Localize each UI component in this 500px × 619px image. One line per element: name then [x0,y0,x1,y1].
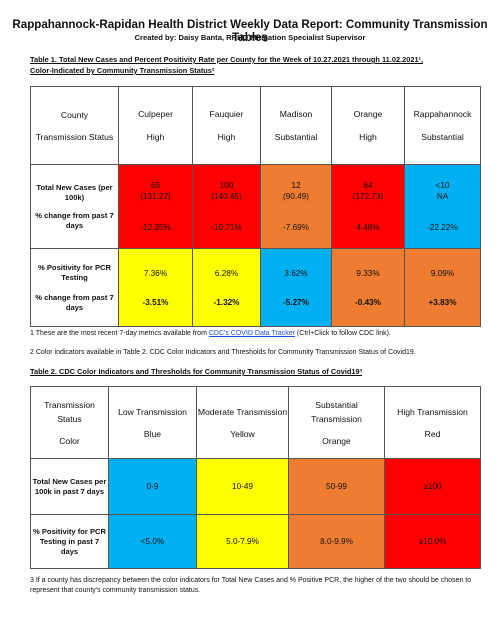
cdc-thresholds-table: Transmission Status Color Low Transmissi… [30,386,481,569]
cdc-data-tracker-link[interactable]: CDC's COVID Data Tracker [208,330,295,337]
pcr-cell-rappahannock: 9.09% +3.83% [404,248,481,327]
table2-header-label: Transmission Status Color [30,386,109,459]
cases-cell-fauquier: 100 (140.45) -10.71% [192,164,261,249]
county-header-culpeper: Culpeper High [118,86,193,165]
threshold-cases-high: ≥100 [384,458,481,515]
table1-header-label: County Transmission Status [30,86,119,165]
status-madison: Substantial [274,132,318,142]
footnote-3: 3 If a county has discrepancy between th… [30,577,472,594]
footnote-2: 2 Color indicators available in Table 2.… [30,349,416,356]
threshold-pcr-high: ≥10.0% [384,514,481,569]
table1-caption: Table 1. Total New Cases and Percent Pos… [30,54,480,76]
cases-cell-culpeper: 65 (131.27) -12.35% [118,164,193,249]
threshold-cases-label: Total New Cases per 100k in past 7 days [30,458,109,515]
cases-cell-orange: 64 (172.73) 4.48% [331,164,405,249]
threshold-pcr-substantial: 8.0-9.9% [288,514,385,569]
level-header-substantial: Substantial Transmission Orange [288,386,385,459]
transmission-status-label: Transmission Status [35,131,114,142]
threshold-pcr-low: <5.0% [108,514,197,569]
cases-cell-rappahannock: <10 NA -22.22% [404,164,481,249]
status-fauquier: High [217,132,236,142]
table2-caption: Table 2. CDC Color Indicators and Thresh… [30,367,363,376]
county-header-fauquier: Fauquier High [192,86,261,165]
report-title: Rappahannock-Rapidan Health District Wee… [12,18,488,44]
level-header-low: Low Transmission Blue [108,386,197,459]
county-label: County [60,109,89,120]
threshold-pcr-moderate: 5.0-7.9% [196,514,289,569]
status-rappahannock: Substantial [421,132,464,142]
county-header-madison: Madison Substantial [260,86,332,165]
threshold-cases-moderate: 10-49 [196,458,289,515]
table1-caption-line1: Table 1. Total New Cases and Percent Pos… [30,55,424,64]
pcr-cell-fauquier: 6.28% -1.32% [192,248,261,327]
pcr-cell-culpeper: 7.36% -3.51% [118,248,193,327]
cases-cell-madison: 12 (90.49) -7.69% [260,164,332,249]
pcr-cell-orange: 9.33% -0.43% [331,248,405,327]
pcr-row-label: % Positivity for PCR Testing % change fr… [30,248,119,327]
level-header-moderate: Moderate Transmission Yellow [196,386,289,459]
status-orange: High [359,132,377,142]
status-culpeper: High [146,132,165,142]
level-header-high: High Transmission Red [384,386,481,459]
footnote-1: 1 These are the most recent 7-day metric… [30,330,391,337]
threshold-pcr-label: % Positivity for PCR Testing in past 7 d… [30,514,109,569]
threshold-cases-low: 0-9 [108,458,197,515]
pcr-cell-madison: 3.62% -5.27% [260,248,332,327]
report-subtitle: Created by: Daisy Banta, RRHD Mitigation… [134,33,366,42]
county-header-rappahannock: Rappahannock Substantial [404,86,481,165]
county-header-orange: Orange High [331,86,405,165]
county-transmission-table: County Transmission Status Culpeper High … [30,86,481,327]
threshold-cases-substantial: 50-99 [288,458,385,515]
table1-caption-line2: Color-Indicated by Community Transmissio… [30,66,215,75]
cases-row-label: Total New Cases (per 100k) % change from… [30,164,119,249]
